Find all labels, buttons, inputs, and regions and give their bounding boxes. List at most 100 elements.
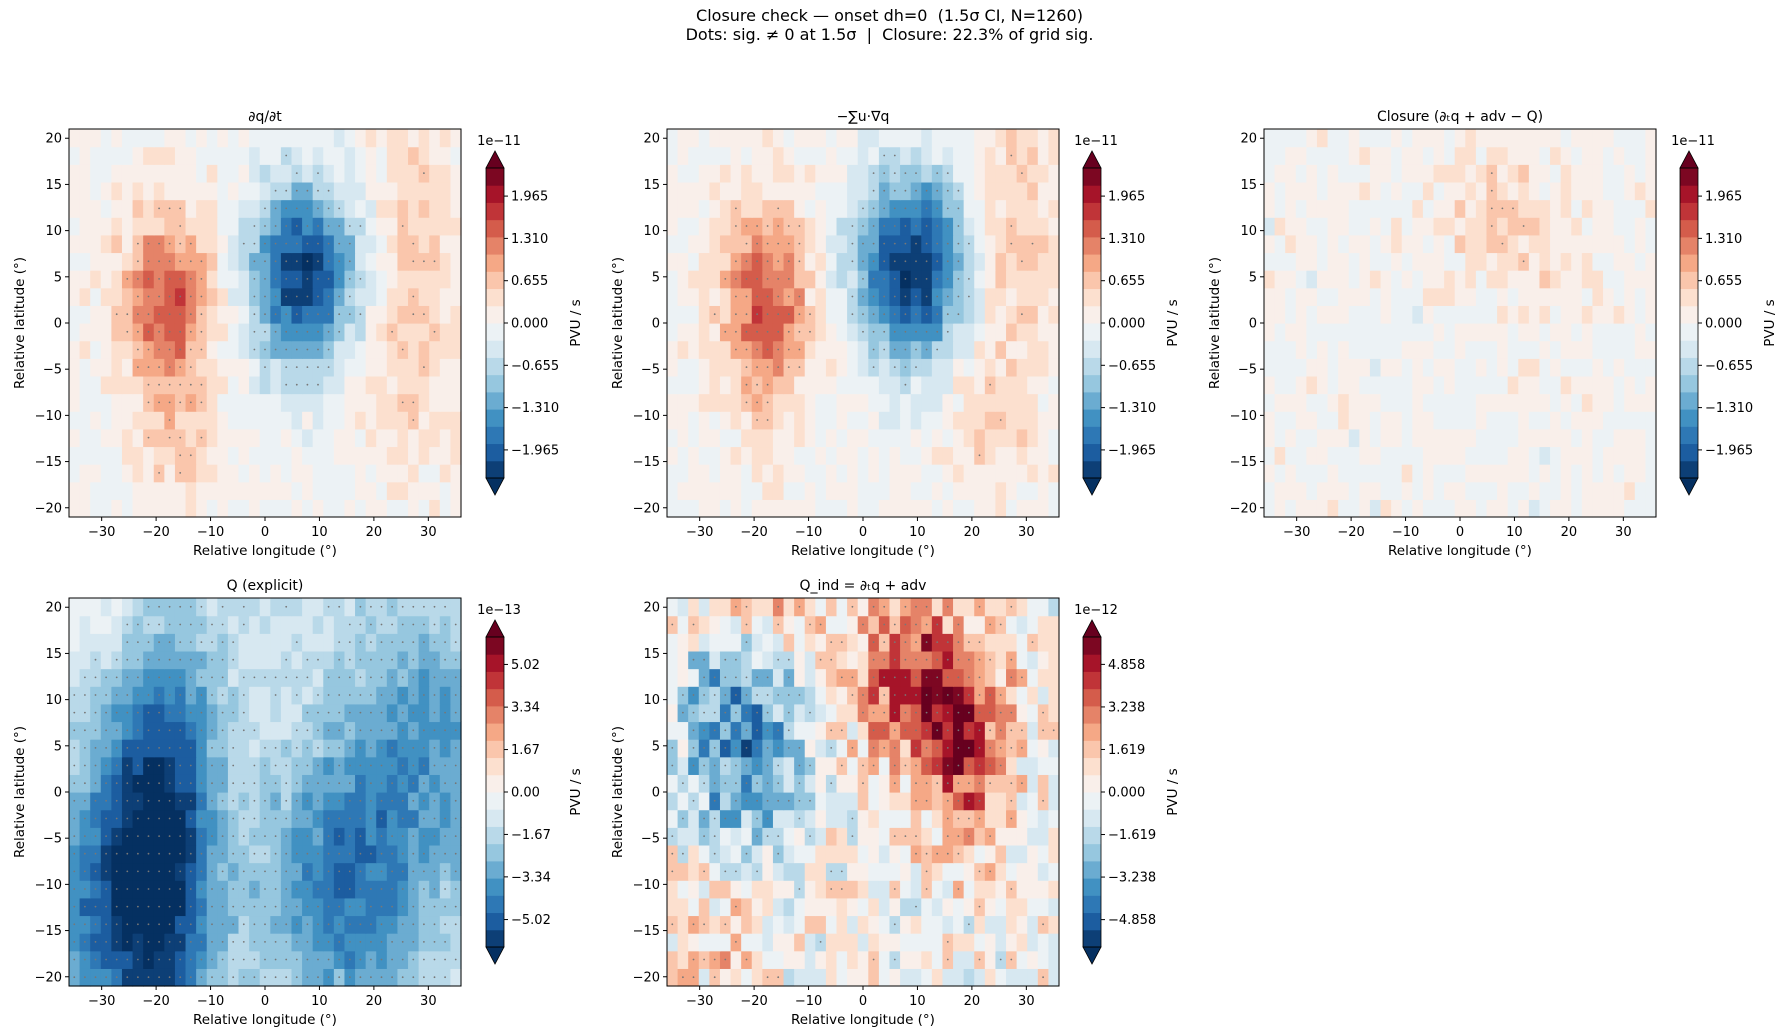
heatmap-cell <box>688 375 700 395</box>
heatmap-cell <box>900 411 912 430</box>
heatmap-cell <box>1316 393 1329 412</box>
significance-dot <box>242 694 245 696</box>
heatmap-cell <box>1645 199 1657 218</box>
significance-dot <box>433 260 436 263</box>
heatmap-cell <box>1518 358 1530 377</box>
heatmap-cell <box>1412 129 1424 148</box>
heatmap-cell <box>815 862 827 881</box>
heatmap-cell <box>847 915 859 934</box>
significance-dot <box>359 225 362 227</box>
heatmap-cell <box>931 129 944 148</box>
significance-dot <box>211 623 213 626</box>
heatmap-cell <box>1518 464 1530 483</box>
heatmap-cell <box>995 446 1007 465</box>
heatmap-cell <box>217 499 229 518</box>
heatmap-cell <box>1006 287 1018 306</box>
significance-dot <box>274 747 277 749</box>
significance-dot <box>264 313 266 316</box>
significance-dot <box>338 870 341 873</box>
heatmap-cell <box>1518 323 1530 342</box>
heatmap-cell <box>1507 340 1519 359</box>
heatmap-cell <box>1539 234 1551 254</box>
heatmap-cell <box>974 393 986 412</box>
significance-dot <box>137 747 139 749</box>
significance-dot <box>126 658 129 661</box>
heatmap-cell <box>1316 375 1329 395</box>
heatmap-cell <box>719 933 732 952</box>
significance-dot <box>200 976 203 979</box>
heatmap-cell <box>143 411 155 430</box>
heatmap-cell <box>1465 270 1477 289</box>
significance-dot <box>137 260 139 263</box>
heatmap-cell <box>1391 446 1403 465</box>
heatmap-cell <box>1027 968 1039 987</box>
x-tick-label: −20 <box>740 525 767 540</box>
significance-dot <box>904 260 907 263</box>
significance-dot <box>317 313 319 316</box>
significance-dot <box>370 676 372 679</box>
heatmap-cell <box>963 375 975 395</box>
heatmap-cell <box>227 129 240 148</box>
heatmap-cell <box>698 164 710 183</box>
colorbar-scale-label: 1e−11 <box>1074 134 1118 149</box>
heatmap-cell <box>206 181 218 201</box>
significance-dot <box>338 764 341 767</box>
heatmap-cell <box>1422 234 1435 254</box>
significance-dot <box>359 782 362 785</box>
heatmap-cell <box>1624 446 1636 465</box>
heatmap-cell <box>132 598 144 617</box>
heatmap-cell <box>206 199 218 218</box>
heatmap-cell <box>709 199 721 218</box>
heatmap-cell <box>709 129 721 148</box>
significance-dot <box>253 330 256 333</box>
heatmap-cell <box>270 703 282 723</box>
heatmap-cell <box>270 633 282 652</box>
significance-dot <box>327 799 330 802</box>
heatmap-cell <box>1507 217 1519 236</box>
colorbar-segment <box>486 426 504 445</box>
heatmap-cell <box>439 146 451 165</box>
heatmap-cell <box>1401 358 1413 377</box>
significance-dot <box>105 870 107 873</box>
significance-dot <box>327 242 330 245</box>
heatmap-cell <box>386 252 399 271</box>
significance-dot <box>444 888 446 890</box>
significance-dot <box>126 623 129 626</box>
significance-dot <box>946 242 949 245</box>
heatmap-cell <box>1475 129 1488 148</box>
heatmap-cell <box>868 129 880 148</box>
significance-dot <box>401 605 404 608</box>
heatmap-cell <box>931 933 944 952</box>
heatmap-cell <box>1316 323 1329 342</box>
heatmap-cell <box>132 199 144 218</box>
significance-dot <box>147 676 150 679</box>
significance-dot <box>370 905 372 908</box>
panel-title: ∂q/∂t <box>248 109 282 125</box>
heatmap-cell <box>1528 323 1541 342</box>
heatmap-cell <box>429 464 441 483</box>
significance-dot <box>168 852 171 855</box>
heatmap-cell <box>900 481 912 500</box>
heatmap-cell <box>688 129 700 148</box>
heatmap-cell <box>995 464 1007 483</box>
heatmap-cell <box>794 862 806 881</box>
heatmap-cell <box>270 721 282 740</box>
heatmap-cell <box>857 862 869 881</box>
significance-dot <box>766 330 769 333</box>
significance-dot <box>295 764 298 767</box>
significance-dot <box>925 260 928 263</box>
heatmap-cell <box>719 464 732 483</box>
heatmap-cell <box>1037 358 1049 377</box>
heatmap-cell <box>1581 234 1594 254</box>
y-axis-label: Relative latitude (°) <box>610 257 626 389</box>
heatmap-cell <box>429 164 441 183</box>
significance-dot <box>264 242 266 245</box>
heatmap-cell <box>677 323 689 342</box>
heatmap-cell <box>1550 393 1562 412</box>
heatmap-cell <box>1528 358 1541 377</box>
heatmap-cell <box>1401 499 1413 518</box>
significance-dot <box>200 623 203 626</box>
heatmap-cell <box>1624 340 1636 359</box>
heatmap-cell <box>783 915 795 934</box>
significance-dot <box>179 605 182 608</box>
